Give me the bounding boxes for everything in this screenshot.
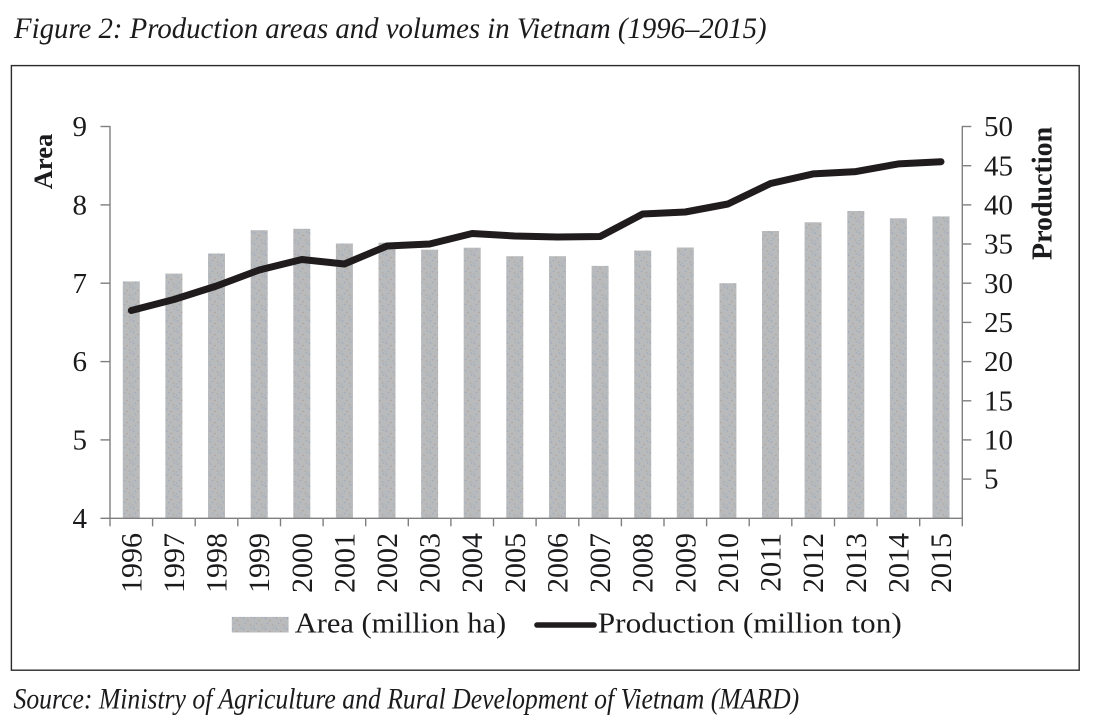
svg-text:35: 35 xyxy=(984,229,1013,261)
svg-text:25: 25 xyxy=(984,307,1013,339)
svg-text:2003: 2003 xyxy=(414,533,447,593)
svg-text:1996: 1996 xyxy=(115,533,148,593)
svg-text:2009: 2009 xyxy=(669,533,702,593)
svg-text:2002: 2002 xyxy=(371,533,404,593)
svg-text:2015: 2015 xyxy=(925,533,958,593)
svg-text:50: 50 xyxy=(984,111,1013,143)
svg-text:15: 15 xyxy=(984,385,1013,417)
svg-text:2004: 2004 xyxy=(456,533,489,593)
svg-text:4: 4 xyxy=(73,503,88,535)
svg-text:Area: Area xyxy=(28,134,58,189)
svg-text:Area (million ha): Area (million ha) xyxy=(295,609,506,640)
svg-text:2005: 2005 xyxy=(499,533,532,593)
svg-text:2007: 2007 xyxy=(584,533,617,593)
svg-text:2010: 2010 xyxy=(712,533,745,593)
svg-text:2014: 2014 xyxy=(882,533,915,593)
svg-text:2001: 2001 xyxy=(328,533,361,593)
svg-text:8: 8 xyxy=(73,190,88,222)
svg-text:1999: 1999 xyxy=(243,533,276,593)
svg-text:2012: 2012 xyxy=(797,533,830,593)
svg-text:7: 7 xyxy=(73,268,88,300)
svg-text:2000: 2000 xyxy=(286,533,319,593)
svg-text:10: 10 xyxy=(984,425,1013,457)
svg-text:20: 20 xyxy=(984,346,1013,378)
svg-text:Figure 2: Production areas and: Figure 2: Production areas and volumes i… xyxy=(13,12,767,45)
svg-text:Source: Ministry of Agricultur: Source: Ministry of Agriculture and Rura… xyxy=(14,683,800,716)
svg-text:6: 6 xyxy=(73,346,88,378)
svg-text:2006: 2006 xyxy=(542,533,575,593)
svg-text:2008: 2008 xyxy=(627,533,660,593)
svg-text:45: 45 xyxy=(984,150,1013,182)
svg-text:1997: 1997 xyxy=(158,533,191,593)
svg-text:5: 5 xyxy=(984,464,999,496)
svg-text:Production: Production xyxy=(1028,126,1059,260)
svg-text:2011: 2011 xyxy=(755,533,788,592)
svg-text:30: 30 xyxy=(984,268,1013,300)
svg-text:Production (million ton): Production (million ton) xyxy=(598,609,902,639)
svg-text:5: 5 xyxy=(73,425,88,457)
svg-text:40: 40 xyxy=(984,190,1013,222)
svg-text:9: 9 xyxy=(73,111,88,143)
svg-text:2013: 2013 xyxy=(840,533,873,593)
svg-text:1998: 1998 xyxy=(201,533,234,593)
